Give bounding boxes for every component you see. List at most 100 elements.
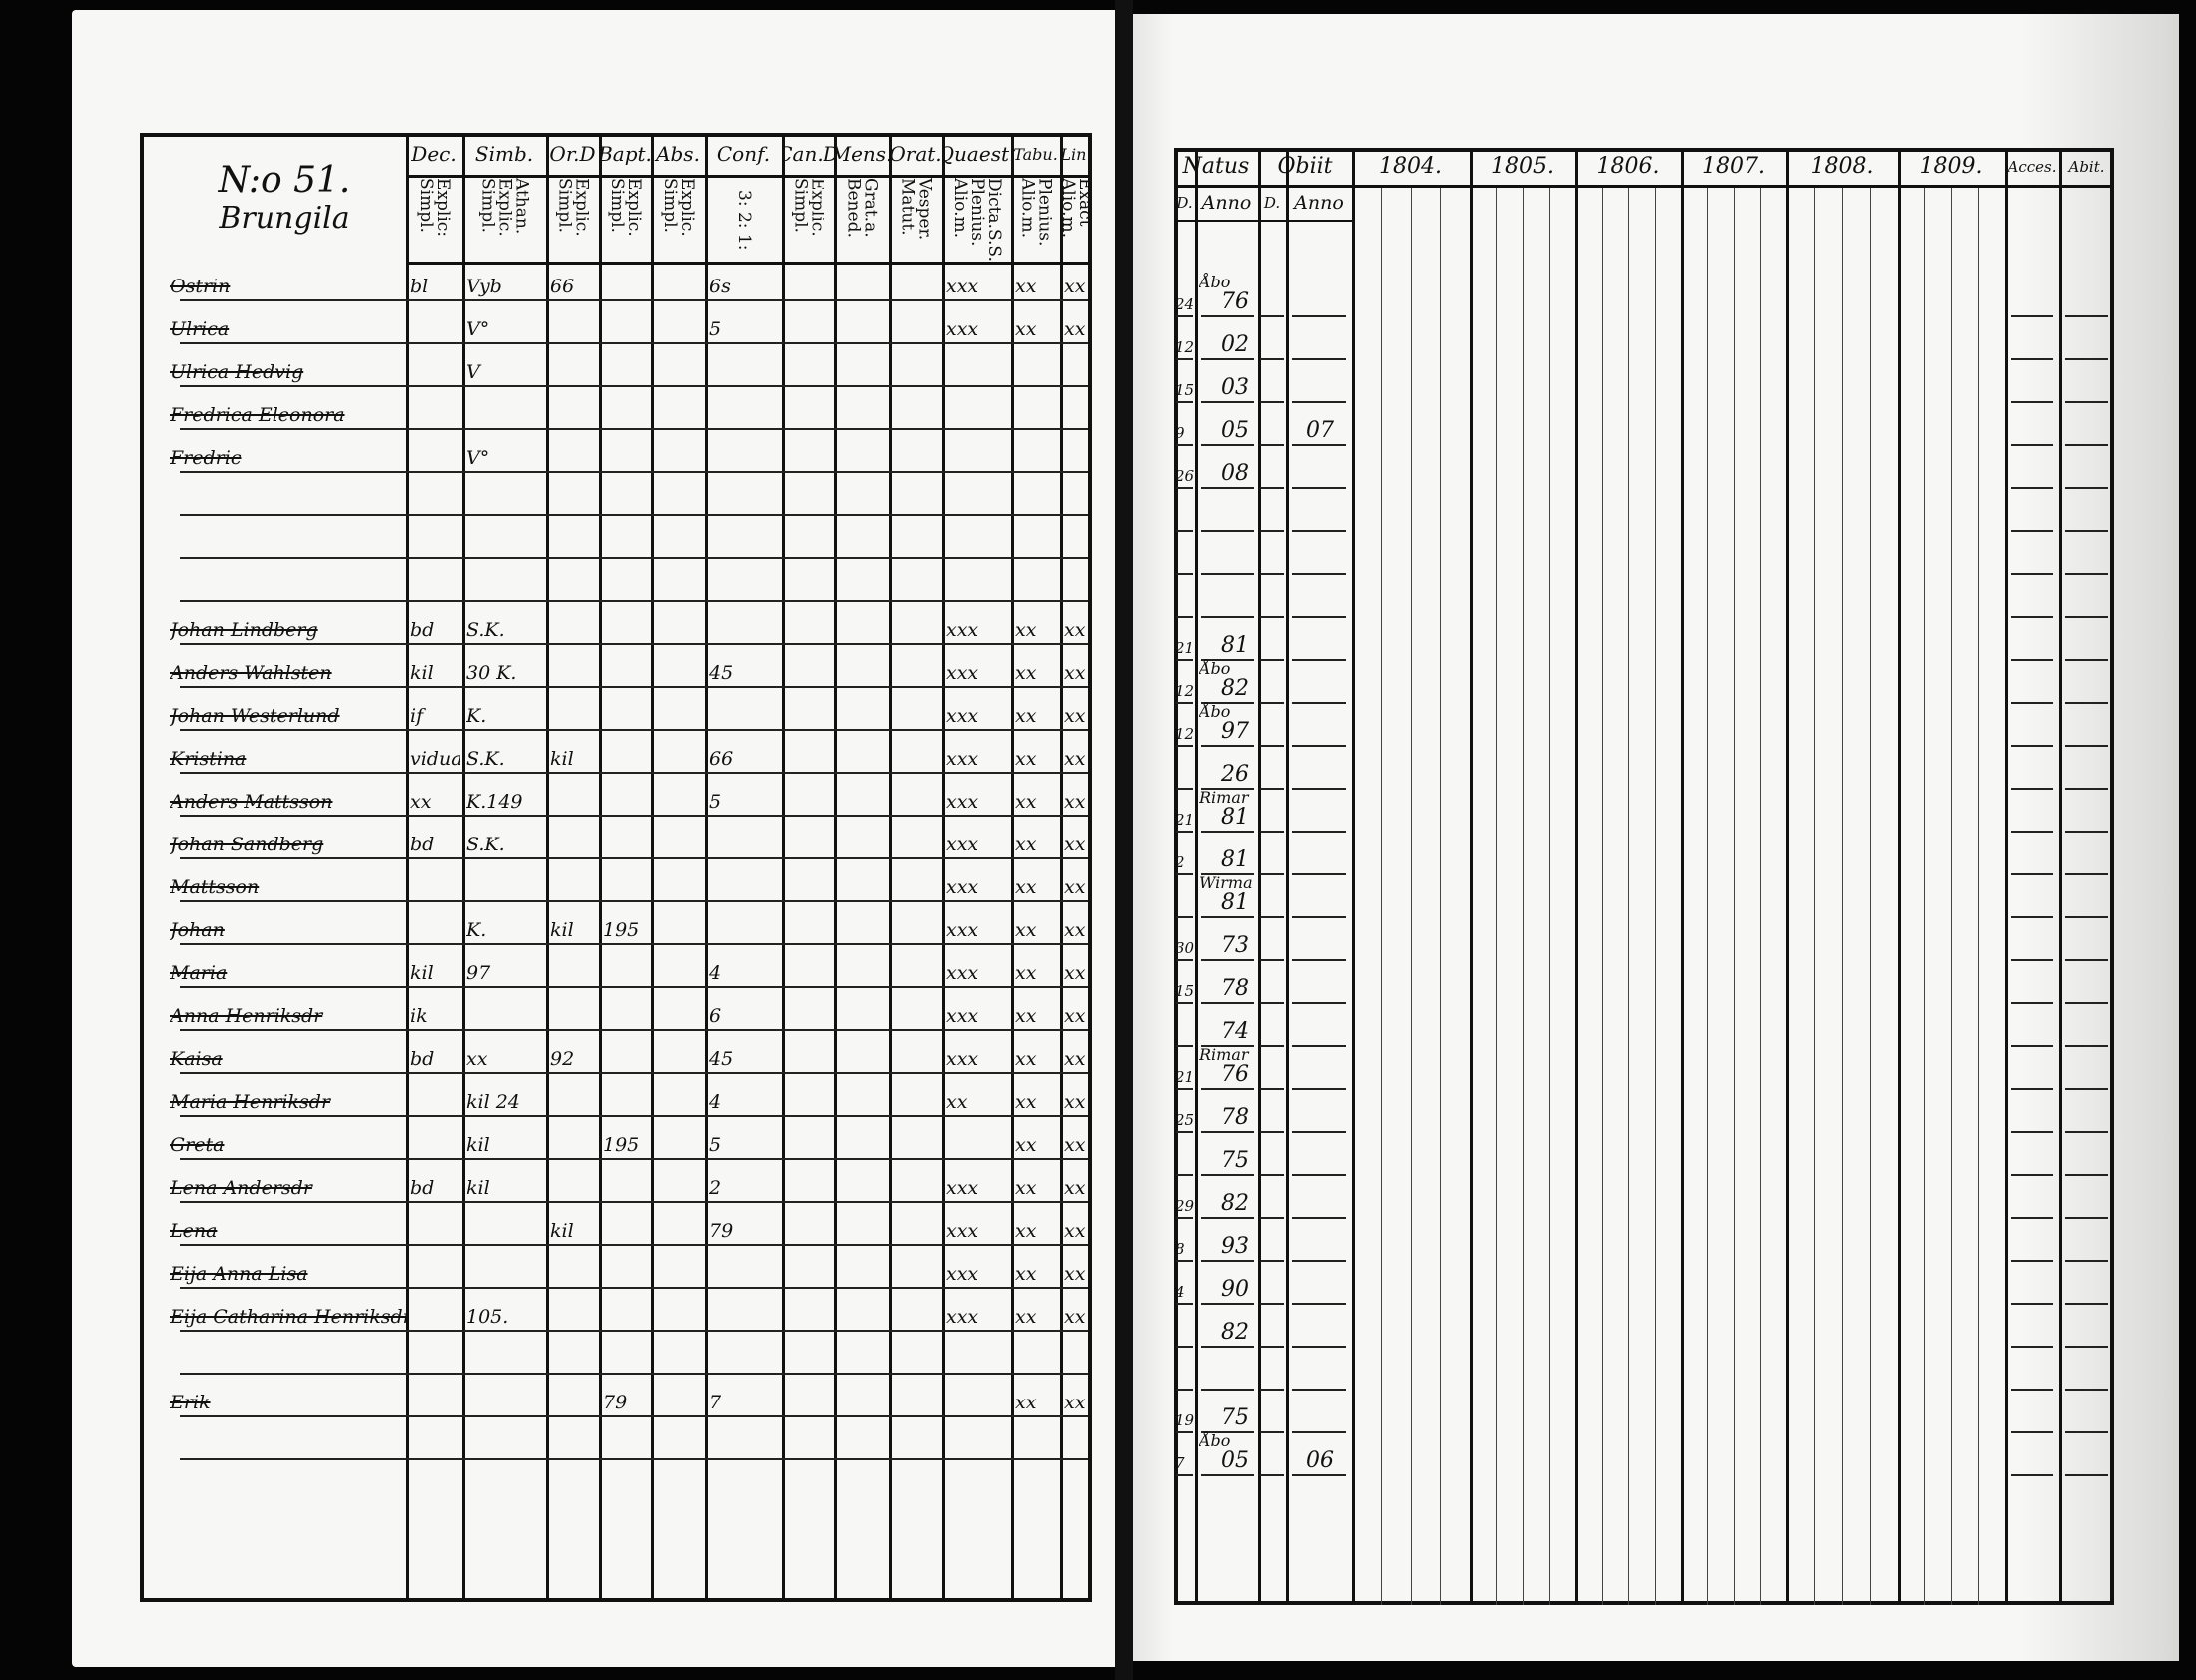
column-header: Abit. [2068, 157, 2105, 176]
row-rule [1176, 1002, 1193, 1004]
register-entry-tabu: xx [1015, 1392, 1037, 1413]
birth-year: 78 [1221, 1107, 1249, 1129]
right-column-divider [1195, 148, 1198, 1605]
birth-day: 15 [1175, 982, 1195, 1000]
year-subdivider [1870, 185, 1871, 1605]
column-subheader: Vesper. Matut. [897, 178, 935, 241]
register-entry-conf: 6s [709, 276, 731, 297]
column-subheader: Explic. Simpl. [790, 178, 827, 237]
birth-day: 9 [1175, 424, 1185, 442]
row-rule [2065, 487, 2108, 489]
row-rule [1176, 401, 1193, 403]
row-rule [1292, 1389, 1346, 1391]
register-entry-tabu: xx [1015, 318, 1037, 340]
left-header-rule [406, 175, 1092, 178]
birth-year: 05 [1221, 1450, 1249, 1472]
row-rule [1292, 1045, 1346, 1047]
birth-day: 21 [1175, 811, 1195, 829]
register-entry-ord: 66 [550, 276, 575, 297]
row-rule [2011, 1174, 2053, 1176]
register-entry-dec: kil [410, 962, 434, 984]
row-rule [2065, 1389, 2108, 1391]
right-subheader-rule [1174, 220, 1352, 222]
row-rule [2065, 1174, 2108, 1176]
register-entry-lin: xx [1064, 318, 1086, 340]
row-rule [1176, 1389, 1193, 1391]
column-header: Mens. [834, 142, 889, 166]
row-rule [1260, 573, 1284, 575]
row-rule [2065, 401, 2108, 403]
register-entry-conf: 2 [709, 1177, 722, 1199]
birth-year: 81 [1221, 807, 1249, 829]
left-column-divider [834, 133, 837, 1602]
register-entry-dec: bl [410, 276, 429, 297]
row-rule [2065, 1088, 2108, 1090]
row-rule [180, 943, 1088, 945]
birth-place: Wirma [1199, 873, 1253, 892]
left-column-divider [1011, 133, 1014, 1602]
row-rule [1292, 788, 1346, 790]
left-column-divider [889, 133, 892, 1602]
year-subdivider [1978, 185, 1979, 1605]
register-entry-quaest: xxx [946, 619, 979, 641]
row-rule [1176, 916, 1193, 918]
row-rule [2011, 1260, 2053, 1262]
birth-year: 82 [1221, 1322, 1249, 1344]
year-subdivider [1380, 185, 1382, 1605]
row-rule [180, 900, 1088, 902]
row-rule [2065, 1346, 2108, 1348]
row-rule [180, 1330, 1088, 1332]
register-entry-simb: V° [466, 318, 490, 340]
birth-year: 82 [1221, 1193, 1249, 1215]
register-entry-conf: 5 [709, 791, 722, 813]
register-entry-ord: kil [550, 919, 574, 941]
row-rule [1201, 1088, 1254, 1090]
row-rule [1201, 1346, 1254, 1348]
row-rule [1260, 873, 1284, 875]
column-subheader: Plenius. Alio.m. [1017, 178, 1055, 247]
birth-year: 03 [1221, 377, 1249, 399]
house-number: N:o 51. [218, 160, 351, 201]
column-header: Lin. [1060, 144, 1092, 164]
row-rule [2065, 659, 2108, 661]
person-name: Johan Lindberg [170, 619, 318, 641]
row-rule [1176, 616, 1193, 618]
register-entry-tabu: xx [1015, 619, 1037, 641]
row-rule [1176, 1346, 1193, 1348]
birth-year: 93 [1221, 1236, 1249, 1258]
year-subdivider [1924, 185, 1925, 1605]
row-rule [2065, 573, 2108, 575]
register-entry-quaest: xxx [946, 1220, 979, 1242]
birth-place: Åbo [1199, 702, 1231, 721]
register-entry-dec: ik [410, 1005, 428, 1027]
left-column-divider [651, 133, 654, 1602]
person-name: Eija Anna Lisa [170, 1263, 308, 1285]
register-entry-quaest: xxx [946, 876, 979, 898]
row-rule [180, 1201, 1088, 1203]
row-rule [1176, 1474, 1193, 1476]
row-rule [2011, 831, 2053, 833]
year-subdivider [1601, 185, 1603, 1605]
register-entry-lin: xx [1064, 276, 1086, 297]
row-rule [1176, 530, 1193, 532]
row-rule [1292, 530, 1346, 532]
register-entry-conf: 79 [709, 1220, 734, 1242]
birth-year: 81 [1221, 892, 1249, 914]
row-rule [1260, 659, 1284, 661]
row-rule [180, 600, 1088, 602]
register-entry-simb: V [466, 361, 480, 383]
row-rule [1260, 702, 1284, 704]
row-rule [2065, 358, 2108, 360]
person-name: Mattsson [170, 876, 260, 898]
register-entry-simb: Vyb [466, 276, 502, 297]
row-rule [2065, 315, 2108, 317]
person-name: Johan Westerlund [170, 705, 340, 727]
register-entry-ord: 92 [550, 1048, 575, 1070]
row-rule [1176, 1431, 1193, 1433]
column-header: Simb. [474, 142, 534, 166]
row-rule [1260, 1303, 1284, 1305]
column-header: Conf. [716, 142, 771, 166]
row-rule [2065, 444, 2108, 446]
row-rule [1176, 1303, 1193, 1305]
year-subdivider [1522, 185, 1524, 1605]
